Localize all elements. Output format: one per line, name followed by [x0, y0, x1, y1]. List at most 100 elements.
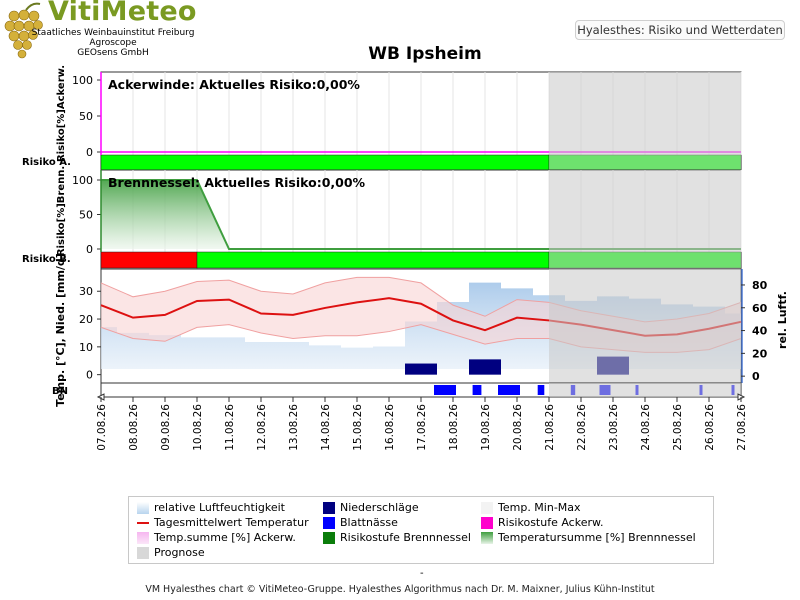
- legend-label: Tagesmittelwert Temperatur: [154, 516, 309, 529]
- x-tick-label: 23.08.26: [608, 404, 620, 451]
- x-tick-label: 14.08.26: [320, 404, 332, 451]
- page-title-pill[interactable]: Hyalesthes: Risiko und Wetterdaten: [575, 20, 785, 40]
- brennnessel-ytick-label: 100: [72, 174, 93, 187]
- brennnessel-risk-row-label: Risiko B.: [22, 254, 71, 265]
- chart-title: WB Ipsheim: [368, 44, 482, 64]
- axes-labels: 07.08.26 08.08.26 09.08.26 10.08.26 11.08.26…: [96, 397, 748, 451]
- ackerwinde-prognose-overlay: [549, 72, 741, 170]
- temp-band-swatch: [481, 502, 493, 514]
- precip-bar: [469, 359, 501, 375]
- chart-legend: relative Luftfeuchtigkeit Niederschläge …: [128, 496, 714, 564]
- weather-ytick-right: 60: [752, 302, 768, 315]
- x-tick-label: 26.08.26: [704, 404, 716, 451]
- legend-item: Risikostufe Ackerw.: [481, 516, 603, 530]
- leaf-wet-bar: [537, 385, 545, 395]
- brennnessel-level-swatch: [323, 532, 335, 544]
- logo-line-2: Agroscope: [89, 38, 137, 48]
- legend-label: Risikostufe Brennnessel: [340, 531, 471, 544]
- x-tick-label: 17.08.26: [416, 404, 428, 451]
- ackerw-sum-swatch: [137, 532, 149, 544]
- leaf-wet-label: BN: [52, 386, 68, 397]
- weather-ytick-left: 10: [79, 341, 93, 354]
- brennnessel-ylabel: Risiko[%]Brenn.: [56, 166, 67, 256]
- legend-item: Blattnässe: [323, 516, 398, 530]
- ackerwinde-ylabel: Risiko[%]Ackerw.: [56, 65, 67, 162]
- ackerwinde-risk-row-label: Risiko A.: [22, 157, 71, 168]
- legend-label: Risikostufe Ackerw.: [498, 516, 604, 529]
- brennnessel-prognose-overlay: [549, 170, 741, 269]
- weather-ytick-right: 40: [752, 325, 768, 338]
- footer-credits: VM Hyalesthes chart © VitiMeteo-Gruppe. …: [145, 584, 655, 595]
- x-tick-label: 11.08.26: [224, 404, 236, 451]
- legend-label: Temp.summe [%] Ackerw.: [154, 531, 296, 544]
- precip-bar: [405, 363, 437, 375]
- x-tick-label: 20.08.26: [512, 404, 524, 451]
- weather-ytick-right: 0: [752, 370, 760, 383]
- x-tick-label: 21.08.26: [544, 404, 556, 451]
- logo-line-3: GEOsens GmbH: [77, 48, 149, 58]
- ackerwinde-risk-segment: [100, 154, 550, 171]
- precip-swatch: [323, 502, 335, 514]
- panel-weather: 0 10 20 30 0 20 40 60 80 Temp. [°C], Nied. [mm/d]…: [52, 253, 789, 407]
- ackerwinde-ytick-label: 50: [79, 110, 93, 123]
- leaf-wet-bar: [472, 385, 482, 395]
- ackerw-swatch: [481, 517, 493, 529]
- x-tick-label: 22.08.26: [576, 404, 588, 451]
- legend-item: Temp.summe [%] Ackerw.: [137, 531, 296, 545]
- legend-label: Niederschläge: [340, 501, 419, 514]
- brennnessel-current-risk: Brennnessel: Aktuelles Risiko:0,00%: [108, 175, 366, 190]
- brennnessel-ytick-label: 50: [79, 209, 93, 222]
- x-tick-label: 09.08.26: [160, 404, 172, 451]
- brennnessel-temp-sum-area: [101, 180, 741, 249]
- x-tick-label: 18.08.26: [448, 404, 460, 451]
- x-tick-label: 25.08.26: [672, 404, 684, 451]
- legend-item: Niederschläge: [323, 501, 419, 515]
- legend-item: Risikostufe Brennnessel: [323, 531, 471, 545]
- ackerwinde-ytick-label: 100: [72, 74, 93, 87]
- x-tick-label: 13.08.26: [288, 404, 300, 451]
- legend-label: relative Luftfeuchtigkeit: [154, 501, 285, 514]
- grape-icon: [4, 2, 43, 59]
- humidity-swatch: [137, 502, 149, 514]
- panel-brennnessel: 0 50 100 Brennnessel: Aktuelles Risiko:0,00…: [22, 166, 742, 270]
- x-tick-label: 24.08.26: [640, 404, 652, 451]
- brennnessel-risk-segment: [196, 251, 550, 269]
- leaf-wet-bar: [498, 385, 520, 395]
- x-tick-label: 08.08.26: [128, 404, 140, 451]
- legend-label: Blattnässe: [340, 516, 398, 529]
- weather-ytick-left: 30: [79, 285, 93, 298]
- temperature-line-icon: [137, 522, 149, 524]
- panel-ackerwinde: 0 50 100 Ackerwinde: Aktuelles Risiko:0,00%…: [22, 65, 742, 171]
- x-tick-label: 27.08.26: [736, 404, 748, 451]
- x-tick-label: 10.08.26: [192, 404, 204, 451]
- legend-label: Temp. Min-Max: [498, 501, 581, 514]
- x-tick-label: 07.08.26: [96, 404, 108, 451]
- legend-label: Temperatursumme [%] Brennnessel: [498, 531, 696, 544]
- ackerwinde-current-risk: Ackerwinde: Aktuelles Risiko:0,00%: [108, 77, 360, 92]
- legend-item: Tagesmittelwert Temperatur: [137, 516, 309, 530]
- logo-line-1: Staatliches Weinbauinstitut Freiburg: [31, 28, 195, 38]
- leaf-wet-swatch: [323, 517, 335, 529]
- weather-prognose-overlay: [549, 269, 741, 383]
- legend-item: Temperatursumme [%] Brennnessel: [481, 531, 696, 545]
- brennnessel-sum-swatch: [481, 532, 493, 544]
- footer-dash: -: [420, 568, 424, 579]
- legend-item: Prognose: [137, 546, 205, 560]
- weather-ytick-left: 0: [86, 369, 93, 382]
- weather-ytick-right: 80: [752, 279, 768, 292]
- weather-ylabel-left: Temp. [°C], Nied. [mm/d]: [54, 253, 67, 407]
- legend-item: relative Luftfeuchtigkeit: [137, 501, 285, 515]
- weather-ylabel-right: rel. Luftf.: [776, 291, 789, 349]
- brennnessel-ytick-label: 0: [86, 243, 93, 256]
- x-tick-label: 15.08.26: [352, 404, 364, 451]
- logo-title: VitiMeteo: [48, 0, 197, 27]
- ackerwinde-ytick-label: 0: [86, 146, 93, 159]
- brennnessel-risk-segment: [100, 251, 198, 269]
- vitimeteo-logo: VitiMeteo Staatliches Weinbauinstitut Fr…: [0, 0, 200, 64]
- leaf-wet-prognose-overlay: [549, 383, 741, 397]
- legend-label: Prognose: [154, 546, 205, 559]
- weather-ytick-left: 20: [79, 313, 93, 326]
- x-tick-label: 12.08.26: [256, 404, 268, 451]
- x-tick-label: 16.08.26: [384, 404, 396, 451]
- x-tick-label: 19.08.26: [480, 404, 492, 451]
